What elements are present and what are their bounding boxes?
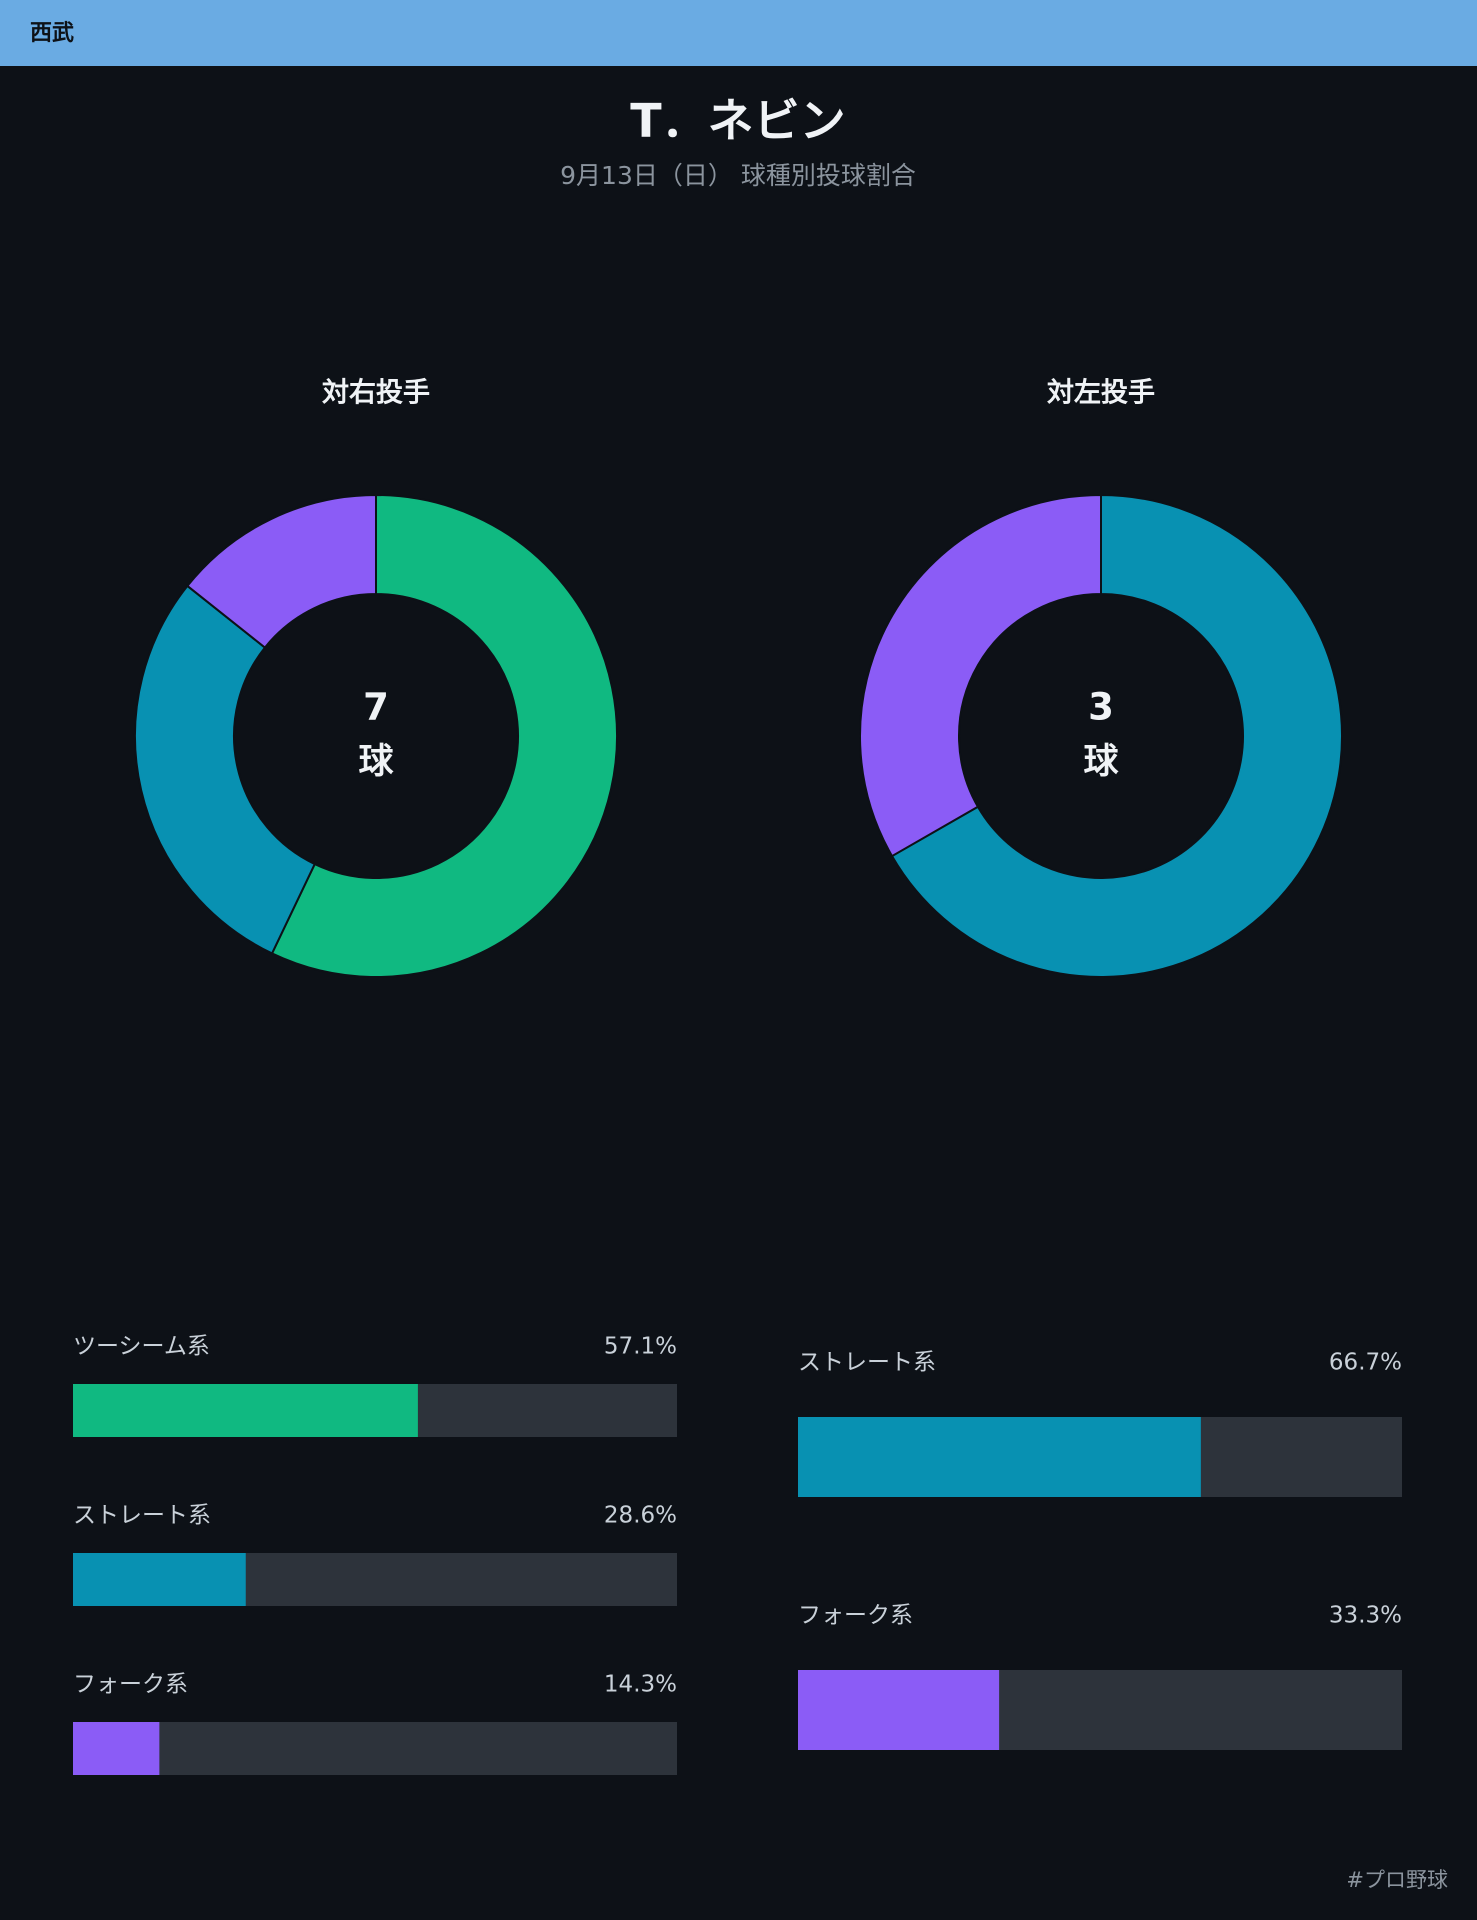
legend-label: ストレート系	[798, 1350, 936, 1376]
bar	[73, 1722, 160, 1775]
donut-segment	[186, 493, 377, 649]
donut-segment	[134, 584, 317, 955]
legend-label: ツーシーム系	[73, 1334, 210, 1360]
bar	[73, 1553, 246, 1606]
total-count: 7	[363, 686, 389, 729]
value-label: 33.3%	[1329, 1603, 1402, 1629]
total-count: 3	[1088, 686, 1114, 729]
chart-title: 対右投手	[322, 378, 430, 409]
donut-segment	[859, 493, 1102, 858]
value-label: 14.3%	[604, 1672, 677, 1698]
team-name: 西武	[30, 21, 74, 46]
total-unit: 球	[1083, 742, 1119, 782]
legend-label: ストレート系	[73, 1503, 211, 1529]
header-bar	[0, 0, 1477, 66]
value-label: 57.1%	[604, 1334, 677, 1360]
bar	[73, 1384, 418, 1437]
donut-segment	[890, 493, 1343, 978]
chart-title: 対左投手	[1047, 378, 1155, 409]
page-title: T．ネビン	[630, 94, 845, 148]
value-label: 66.7%	[1329, 1350, 1402, 1376]
footer-tag: #プロ野球	[1346, 1868, 1448, 1892]
bar-track	[73, 1722, 677, 1775]
total-unit: 球	[358, 742, 394, 782]
bar	[798, 1670, 1000, 1750]
bar	[798, 1417, 1201, 1497]
subtitle: 9月13日（日） 球種別投球割合	[560, 161, 916, 190]
donut-segment	[270, 493, 618, 978]
legend-label: フォーク系	[73, 1672, 188, 1698]
value-label: 28.6%	[604, 1503, 677, 1529]
legend-label: フォーク系	[798, 1603, 913, 1629]
